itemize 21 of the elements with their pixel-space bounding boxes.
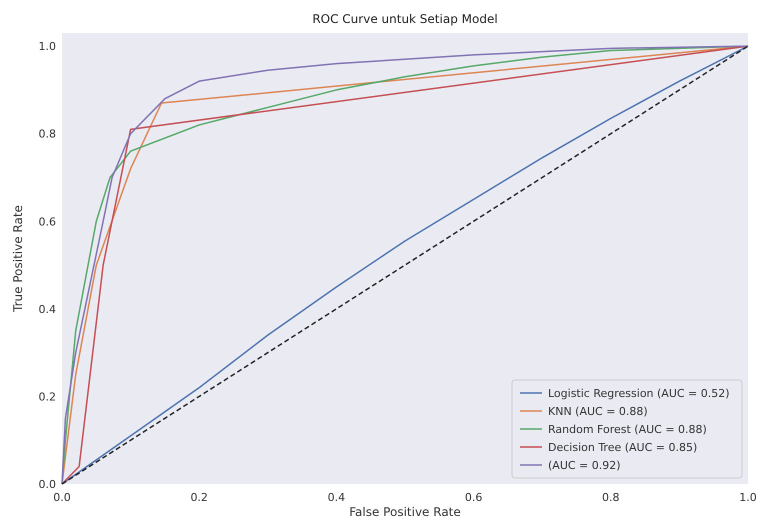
x-tick-label: 0.4 [328,491,346,504]
y-tick-label: 0.8 [38,128,56,141]
chart-title: ROC Curve untuk Setiap Model [312,12,498,26]
x-tick-label: 0.2 [190,491,208,504]
x-tick-label: 1.0 [739,491,757,504]
y-tick-label: 0.6 [38,215,56,228]
y-tick-label: 1.0 [38,40,56,54]
x-tick-label: 0.0 [53,491,71,504]
y-axis-title: True Positive Rate [11,205,25,313]
legend-label: Random Forest (AUC = 0.88) [548,423,707,436]
x-tick-label: 0.6 [464,491,482,504]
legend-label: Logistic Regression (AUC = 0.52) [548,387,730,400]
x-axis-title: False Positive Rate [349,505,461,519]
line-series [61,45,749,485]
legend-label: (AUC = 0.92) [548,459,621,472]
y-tick-label: 0.4 [38,302,56,316]
legend-label: KNN (AUC = 0.88) [548,405,648,418]
x-tick-label: 0.8 [602,491,620,504]
y-tick-label: 0.2 [38,390,56,404]
y-tick-label: 0.0 [38,478,56,491]
legend-label: Decision Tree (AUC = 0.85) [548,441,698,454]
